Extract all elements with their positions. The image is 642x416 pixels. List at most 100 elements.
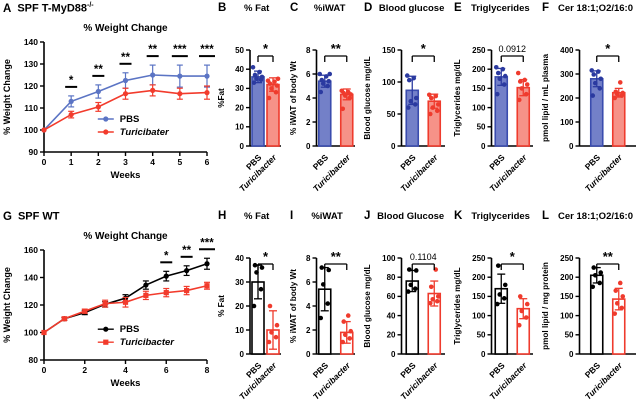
significance-label: 0.1104	[410, 252, 437, 262]
data-point	[272, 79, 277, 84]
chart-triglycerides-myd88: 0 50 100 150 200 250 Triglycerides mg/dL PBS Tur…	[451, 18, 539, 208]
y-axis-label: Blood glucose mg/dL	[363, 56, 372, 139]
data-point	[413, 268, 419, 273]
axis-tick-label: 50	[235, 46, 244, 55]
data-point	[251, 303, 257, 309]
panel-heading-text: SPF WT	[17, 210, 60, 223]
axis-tick-label: 50	[565, 331, 574, 340]
data-point	[348, 328, 354, 334]
axis-tick-label: 10	[235, 123, 244, 132]
chart-ceramide-myd88: 0 100 200 300 400 pmol lipid / mL plasma PBS Tu…	[539, 18, 642, 208]
data-point	[427, 111, 433, 117]
axis-tick-label: 150	[382, 46, 396, 55]
axis-tick-label: 90	[29, 147, 39, 157]
panel-h: H % Fat 0 10 20 30 40% Fat PBS Turicibacter *	[215, 208, 287, 416]
panel-g-header: G SPF WT	[0, 208, 215, 226]
x-axis-label: Weeks	[111, 170, 141, 181]
bar-turicibacter	[516, 86, 531, 147]
line-chart-A: % Weight Change 90 100 110 120 130 140 0 1 2 3 4 5 6 W…	[2, 23, 215, 181]
series-marker	[177, 73, 183, 79]
axis-tick-label: 0	[391, 350, 396, 359]
panel-heading: Triglycerides	[471, 3, 530, 14]
data-point	[617, 280, 623, 286]
panel-letter: G	[3, 210, 12, 223]
axis-tick-label: 8	[306, 46, 311, 55]
data-point	[428, 284, 434, 290]
axis-tick-label: 200	[560, 273, 574, 282]
series-marker	[122, 77, 129, 84]
panel-a-header: A SPF T-MyD88-/-	[0, 0, 215, 18]
data-point	[524, 82, 530, 87]
series-marker	[163, 273, 169, 279]
axis-tick-label: 400	[560, 46, 574, 55]
significance-label: ***	[173, 44, 187, 56]
axis-tick-label: 0	[391, 142, 396, 151]
axis-tick-label: 250	[560, 254, 574, 263]
panel-d-header: D Blood glucose	[361, 0, 451, 18]
data-point	[523, 91, 529, 97]
panel-j: J Blood Glucose 0 20 40 60 80 100 Blood glucos…	[361, 208, 451, 416]
series-marker	[95, 88, 101, 95]
series-marker	[102, 301, 108, 307]
series-marker	[143, 282, 149, 288]
data-point	[590, 284, 596, 290]
data-point	[340, 106, 346, 112]
figure-top-row: A SPF T-MyD88-/- % Weight Change 90 100 110…	[0, 0, 642, 208]
significance-label: *	[421, 41, 427, 56]
chart-fat-wt: 0 10 20 30 40% Fat PBS Turicibacter *	[215, 226, 287, 416]
data-point	[317, 71, 323, 77]
series-marker	[204, 261, 210, 267]
panel-letter: J	[364, 210, 371, 222]
significance-label: *	[164, 250, 169, 262]
axis-tick-label: 40	[387, 311, 396, 320]
series-marker	[122, 299, 129, 305]
axis-tick-label: 6	[306, 278, 311, 287]
axis-tick-label: 1	[69, 157, 74, 167]
significance-label: **	[148, 44, 157, 56]
bar-turicibacter	[611, 91, 626, 147]
data-point	[598, 76, 604, 82]
data-point	[266, 339, 272, 345]
data-point	[519, 86, 525, 91]
panel-letter: K	[454, 210, 463, 222]
data-point	[274, 83, 280, 88]
data-point	[502, 73, 508, 79]
panel-heading: SPF T-MyD88-/-	[17, 2, 93, 15]
legend-marker	[103, 116, 109, 122]
axis-tick-label: 4	[150, 157, 155, 167]
data-point	[265, 78, 271, 84]
axis-tick-label: 100	[560, 118, 574, 127]
axis-tick-label: 100	[472, 103, 486, 112]
panel-c: C %iWAT 0 2 4 6 8% iWAT of body Wt PBS Turicib…	[287, 0, 361, 208]
series-marker	[150, 87, 156, 93]
axis-tick-label: 10	[235, 326, 244, 335]
axis-tick-label: 8	[205, 365, 210, 375]
data-point	[426, 92, 432, 98]
data-point	[589, 68, 595, 73]
bar-pbs	[251, 76, 265, 147]
axis-tick-label: 80	[29, 355, 39, 365]
axis-tick-label: 5	[177, 157, 182, 167]
panel-e-header: E Triglycerides	[451, 0, 539, 18]
legend-marker	[103, 326, 109, 332]
data-point	[412, 102, 418, 107]
data-point	[500, 66, 506, 72]
data-point	[340, 339, 346, 345]
significance-label: **	[331, 249, 342, 264]
axis-tick-label: 110	[24, 103, 38, 113]
axis-tick-label: 6	[205, 157, 210, 167]
data-point	[524, 301, 530, 307]
chart-blood-glucose-wt: 0 20 40 60 80 100 Blood glucose mg/dL PBS Turici…	[361, 226, 451, 416]
axis-tick-label: 150	[560, 292, 574, 301]
significance-label: **	[94, 64, 103, 76]
significance-label: **	[121, 52, 130, 64]
y-axis-label: %Fat	[217, 88, 226, 108]
series-marker	[177, 91, 183, 97]
